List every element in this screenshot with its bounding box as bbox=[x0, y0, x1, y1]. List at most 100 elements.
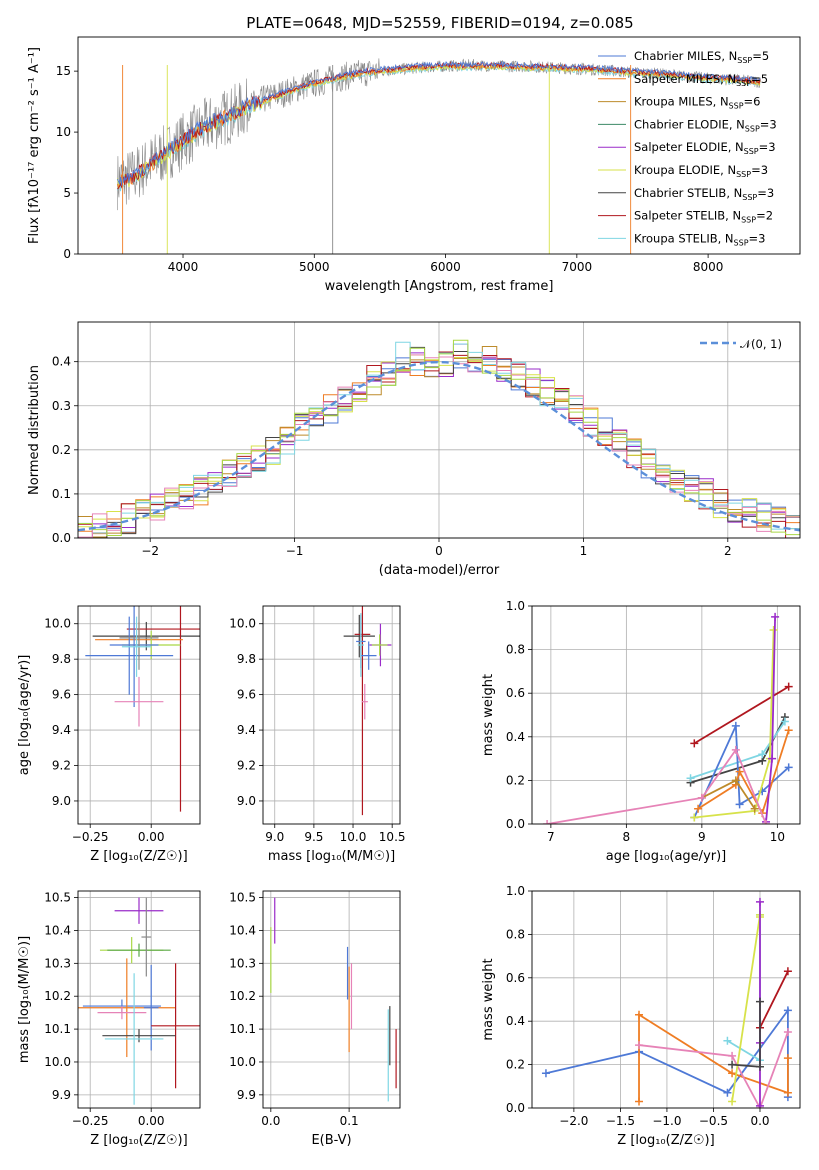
y-tick-label: 9.4 bbox=[237, 723, 256, 737]
x-tick-label: 0.00 bbox=[138, 1114, 165, 1128]
y-tick-label: 0.0 bbox=[506, 1101, 525, 1115]
legend-subscript: SSP bbox=[744, 147, 759, 156]
x-tick-label: −0.5 bbox=[699, 1114, 728, 1128]
y-tick-label: 1.0 bbox=[506, 599, 525, 613]
weight-marker bbox=[731, 776, 740, 785]
panel-5 bbox=[74, 891, 200, 1112]
legend-count: =3 bbox=[760, 117, 777, 131]
y-tick-label: 0.6 bbox=[506, 971, 525, 985]
y-tick-label: 9.0 bbox=[52, 794, 71, 808]
weight-series bbox=[759, 970, 789, 1029]
legend-subscript: SSP bbox=[734, 238, 749, 247]
weight-marker bbox=[758, 750, 767, 759]
legend-entry: Salpeter STELIB, NSSP=2 bbox=[634, 209, 773, 225]
y-tick-label: 1.0 bbox=[506, 884, 525, 898]
x-tick-label: −2.0 bbox=[559, 1114, 588, 1128]
y-tick-label: 9.6 bbox=[237, 688, 256, 702]
y-tick-label: 0.4 bbox=[52, 355, 71, 369]
axes-frame bbox=[531, 890, 801, 1109]
legend-subscript: SSP bbox=[736, 170, 751, 179]
y-axis-label: mass weight bbox=[481, 674, 496, 756]
x-tick-label: −0.25 bbox=[72, 830, 109, 844]
histogram-series bbox=[78, 346, 800, 538]
weight-marker bbox=[690, 813, 699, 822]
y-tick-label: 9.6 bbox=[52, 688, 71, 702]
weight-marker bbox=[690, 739, 699, 748]
y-tick-label: 10.5 bbox=[44, 891, 71, 905]
y-tick-label: 9.2 bbox=[52, 759, 71, 773]
y-tick-label: 10.1 bbox=[229, 1022, 256, 1036]
y-tick-label: 10.2 bbox=[229, 989, 256, 1003]
weight-series bbox=[731, 914, 761, 1102]
normal-curve bbox=[78, 360, 800, 532]
weight-marker bbox=[783, 1088, 792, 1097]
weight-series bbox=[694, 629, 775, 819]
weight-marker bbox=[780, 717, 789, 726]
y-tick-label: 10.0 bbox=[229, 1055, 256, 1069]
legend-subscript: SSP bbox=[742, 193, 757, 202]
weight-marker bbox=[750, 804, 759, 813]
y-tick-label: 0 bbox=[63, 247, 71, 261]
weight-marker bbox=[728, 1097, 737, 1106]
x-tick-label: 8000 bbox=[693, 260, 724, 274]
weight-marker bbox=[784, 763, 793, 772]
errorbars bbox=[270, 897, 397, 1102]
axes-frame bbox=[262, 890, 401, 1109]
y-tick-label: 9.8 bbox=[52, 652, 71, 666]
weight-series bbox=[546, 748, 767, 824]
y-tick-label: 10.3 bbox=[44, 956, 71, 970]
axes-frame bbox=[77, 321, 801, 539]
weight-marker bbox=[723, 1036, 732, 1045]
weight-marker bbox=[731, 745, 740, 754]
y-tick-label: 0.4 bbox=[506, 1014, 525, 1028]
weight-marker bbox=[783, 1006, 792, 1015]
y-tick-label: 0.6 bbox=[506, 686, 525, 700]
weight-lines bbox=[541, 897, 792, 1108]
weight-series bbox=[638, 1031, 789, 1108]
axes-frame bbox=[77, 36, 801, 255]
axes-frame bbox=[531, 605, 801, 825]
legend-subscript: SSP bbox=[729, 102, 744, 111]
weight-marker bbox=[783, 1054, 792, 1063]
weight-series bbox=[726, 914, 761, 1062]
weight-marker bbox=[697, 793, 706, 802]
legend-subscript: SSP bbox=[736, 79, 751, 88]
y-tick-label: 15 bbox=[56, 64, 71, 78]
x-tick-label: 5000 bbox=[299, 260, 330, 274]
legend-entry: Chabrier ELODIE, NSSP=3 bbox=[634, 117, 777, 133]
y-tick-label: 0.4 bbox=[506, 730, 525, 744]
x-axis-label: (data-model)/error bbox=[379, 563, 500, 578]
legend-count: =3 bbox=[757, 186, 774, 200]
legend-count: =3 bbox=[759, 140, 776, 154]
legend-entry: Kroupa STELIB, NSSP=3 bbox=[634, 231, 765, 247]
legend-entry: Kroupa MILES, NSSP=6 bbox=[634, 95, 760, 111]
weight-marker bbox=[735, 800, 744, 809]
legend-entry: 𝒩(0, 1) bbox=[740, 337, 782, 351]
weight-marker bbox=[694, 804, 703, 813]
x-tick-label: 7 bbox=[547, 830, 555, 844]
weight-marker bbox=[769, 625, 778, 634]
histogram-series bbox=[78, 339, 800, 536]
weight-marker bbox=[723, 1088, 732, 1097]
panel-0 bbox=[74, 70, 709, 258]
figure-title: PLATE=0648, MJD=52559, FIBERID=0194, z=0… bbox=[246, 14, 633, 32]
y-axis-label: Normed distribution bbox=[27, 365, 42, 495]
x-tick-label: 0.0 bbox=[261, 1114, 280, 1128]
errorbars bbox=[343, 606, 392, 816]
legend-count: =6 bbox=[744, 95, 761, 109]
x-tick-label: 0 bbox=[435, 544, 443, 558]
weight-marker bbox=[784, 682, 793, 691]
x-tick-label: 9.0 bbox=[265, 830, 284, 844]
y-tick-label: 10.4 bbox=[229, 923, 256, 937]
x-tick-label: 0.00 bbox=[138, 830, 165, 844]
legend-subscript: SSP bbox=[741, 216, 756, 225]
legend-count: =5 bbox=[751, 72, 768, 86]
y-tick-label: 0.0 bbox=[52, 531, 71, 545]
weight-marker bbox=[635, 1010, 644, 1019]
x-tick-label: 4000 bbox=[168, 260, 199, 274]
weight-marker bbox=[783, 1028, 792, 1037]
panel-6 bbox=[259, 891, 400, 1112]
weight-marker bbox=[731, 721, 740, 730]
legend-entry: Kroupa ELODIE, NSSP=3 bbox=[634, 163, 768, 179]
